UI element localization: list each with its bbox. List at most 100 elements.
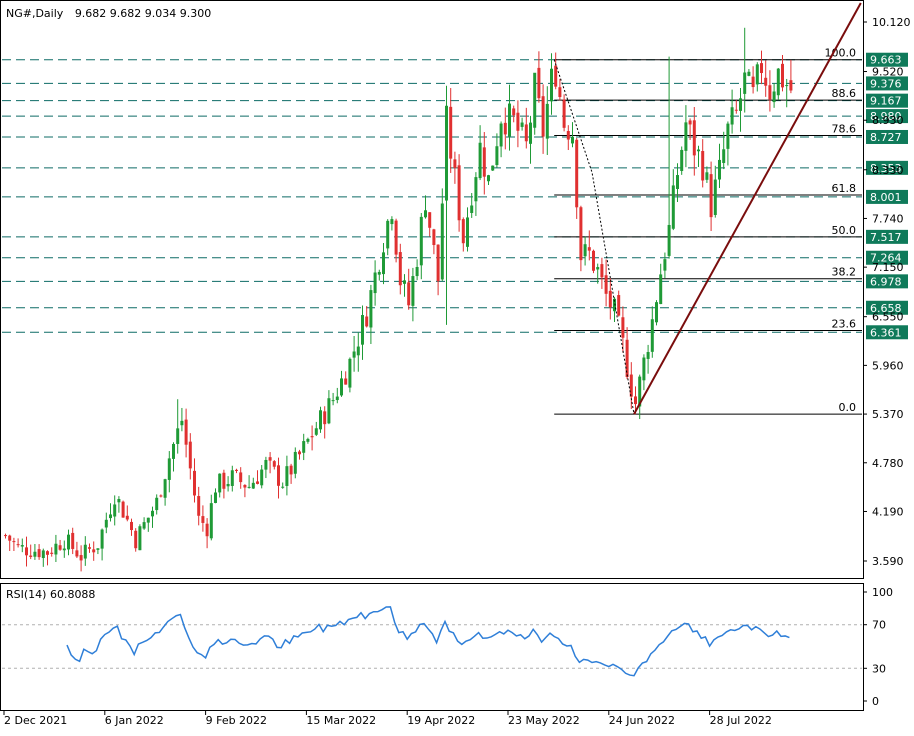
level-label: 6.361 xyxy=(866,325,908,340)
candle-body xyxy=(50,552,54,554)
candle-body xyxy=(768,85,772,100)
candle-body xyxy=(718,159,721,180)
rsi-line xyxy=(66,606,790,677)
candle-body xyxy=(566,131,570,140)
candle-body xyxy=(20,545,24,547)
date-tick-label: 6 Jan 2022 xyxy=(105,714,164,727)
candle-body xyxy=(335,396,339,401)
candle-body xyxy=(176,428,180,444)
candle-body xyxy=(167,458,171,480)
candle-body xyxy=(764,77,768,86)
candle-body xyxy=(277,465,280,486)
candle-body xyxy=(676,175,679,189)
candle-body xyxy=(722,149,726,163)
candle-body xyxy=(520,122,524,127)
level-label: 8.980 xyxy=(866,109,908,124)
level-label: 9.376 xyxy=(866,76,908,91)
candle-body xyxy=(323,411,327,425)
candle-body xyxy=(512,108,516,116)
candle-body xyxy=(491,165,495,171)
candle-body xyxy=(781,63,784,88)
candle-body xyxy=(466,217,469,247)
price-tick-label: 6.550 xyxy=(872,311,904,324)
candle-body xyxy=(214,492,217,503)
candle-body xyxy=(747,71,751,76)
candle-body xyxy=(239,472,243,483)
candle-body xyxy=(302,441,306,453)
candle-body xyxy=(134,530,138,549)
candle-body xyxy=(558,87,562,98)
candle-body xyxy=(608,290,612,308)
candle-body xyxy=(524,124,528,142)
candle-body xyxy=(352,351,356,358)
price-tick-label: 7.740 xyxy=(872,212,904,225)
candle-body xyxy=(109,514,112,519)
level-label-text: 8.727 xyxy=(870,131,902,144)
candle-body xyxy=(403,280,406,284)
candle-body xyxy=(96,548,100,550)
main-panel-frame xyxy=(0,0,864,579)
candle-body xyxy=(541,96,545,137)
candle-body xyxy=(327,398,331,424)
candle-body xyxy=(692,120,696,156)
price-tick-label: 9.520 xyxy=(872,66,904,79)
axes: 3.590 4.190 4.780 5.370 5.960 6.550 7.150 7.740… xyxy=(3,16,911,727)
price-tick-label: 3.590 xyxy=(872,555,904,568)
rsi-panel: 100 70 30 0 xyxy=(2,586,893,708)
level-label: 7.517 xyxy=(866,229,908,244)
candle-body xyxy=(776,68,780,96)
candle-body xyxy=(461,219,465,244)
symbol-label: NG#,Daily xyxy=(6,7,64,20)
candle-body xyxy=(331,400,335,402)
candle-body xyxy=(474,177,478,202)
level-label-text: 9.663 xyxy=(870,54,902,67)
candle-body xyxy=(688,120,692,125)
price-tick-label: 5.960 xyxy=(872,359,904,372)
candle-body xyxy=(482,147,486,177)
candle-body xyxy=(634,396,637,405)
level-label-text: 6.658 xyxy=(870,302,902,315)
level-label: 9.167 xyxy=(866,93,908,108)
candle-body xyxy=(533,72,537,128)
candle-body xyxy=(256,481,259,484)
level-label: 8.353 xyxy=(866,160,908,175)
candle-body xyxy=(537,67,541,99)
candle-body xyxy=(251,482,255,489)
candle-body xyxy=(499,123,503,147)
candle-body xyxy=(382,252,385,275)
candle-body xyxy=(709,174,713,218)
candle-body xyxy=(344,378,348,385)
rsi-tick-label: 70 xyxy=(872,619,886,632)
candle-body xyxy=(394,220,398,255)
level-label: 8.727 xyxy=(866,129,908,144)
candle-body xyxy=(646,352,650,359)
level-label-text: 6.978 xyxy=(870,275,902,288)
level-label-box xyxy=(866,274,908,289)
level-label-text: 9.167 xyxy=(870,95,902,108)
candle-body xyxy=(88,547,91,549)
candle-body xyxy=(659,274,663,305)
candle-body xyxy=(62,548,66,551)
candle-body xyxy=(71,532,75,549)
candle-body xyxy=(121,501,125,518)
candle-body xyxy=(104,519,108,528)
candle-body xyxy=(361,315,364,345)
overlays xyxy=(553,2,862,415)
candle-body xyxy=(230,470,234,486)
candle-body xyxy=(470,205,474,214)
level-label-box xyxy=(866,325,908,340)
candle-body xyxy=(701,151,705,181)
candle-body xyxy=(554,65,558,87)
candle-body xyxy=(449,106,453,159)
candle-body xyxy=(592,250,595,271)
candle-body xyxy=(579,207,583,261)
candle-body xyxy=(46,551,49,555)
candle-body xyxy=(445,105,448,201)
rsi-panel-frame xyxy=(0,583,864,711)
candle-body xyxy=(37,549,41,558)
candle-body xyxy=(209,503,213,539)
trendline xyxy=(633,2,862,415)
candle-body xyxy=(79,555,83,561)
